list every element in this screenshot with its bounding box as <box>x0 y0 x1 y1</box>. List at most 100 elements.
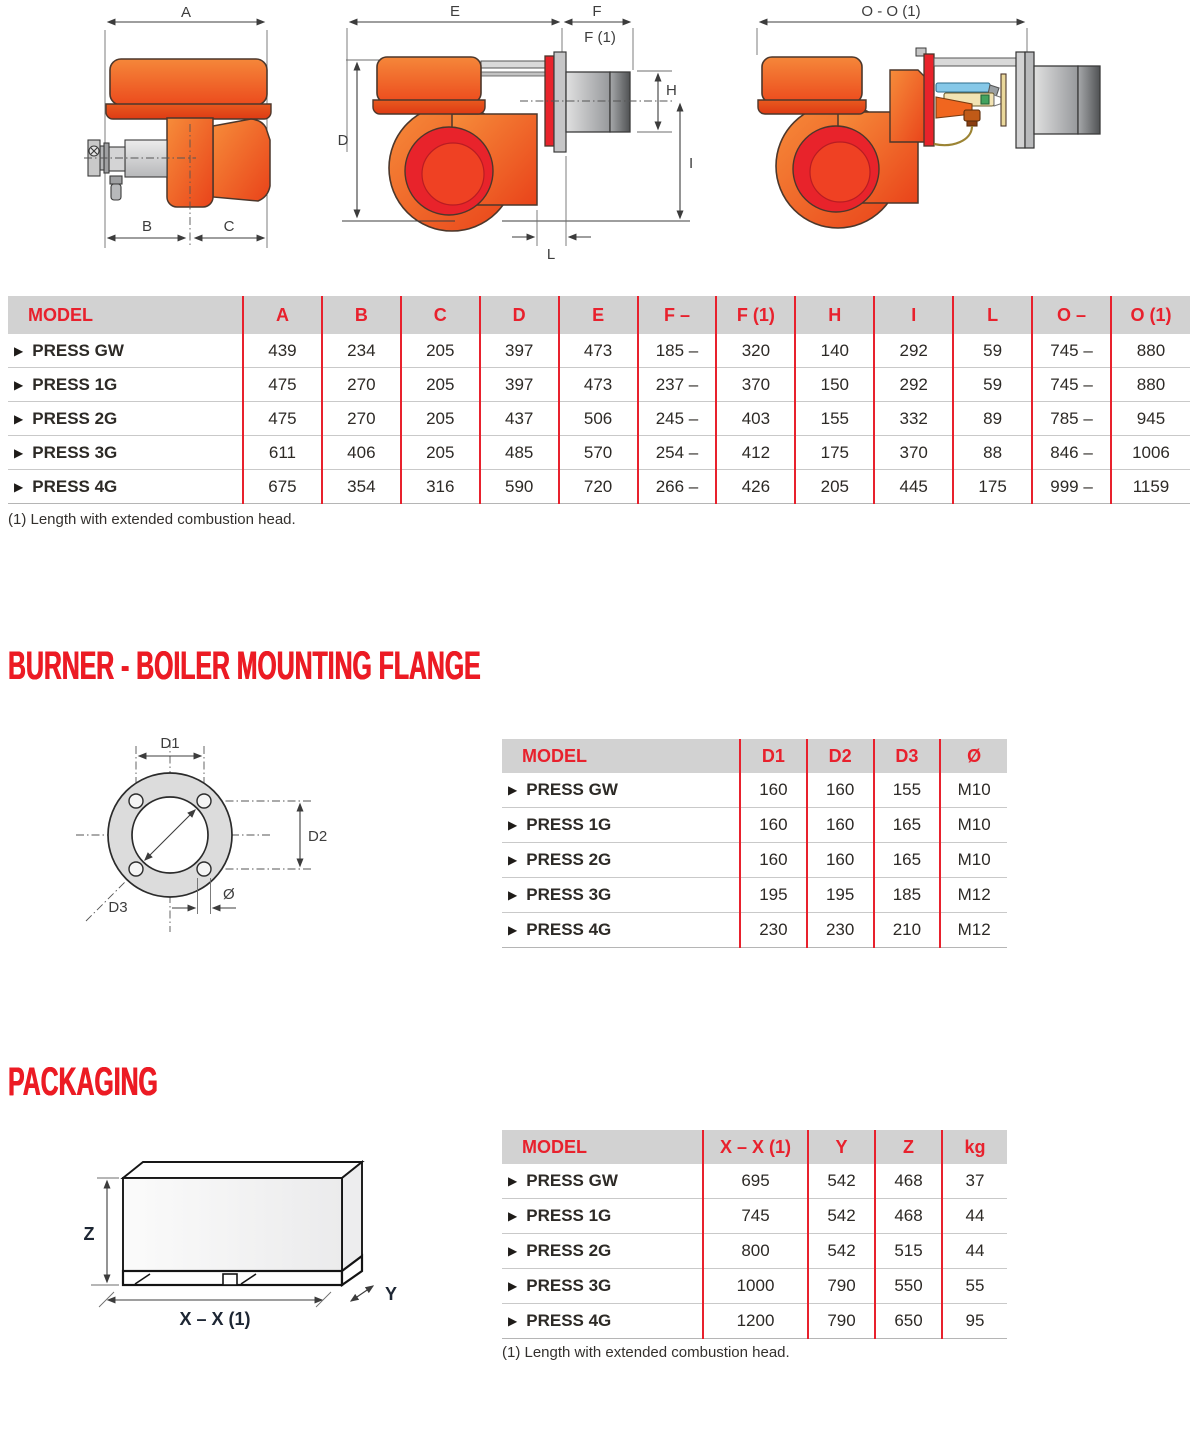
burner-front-graphic <box>84 58 272 246</box>
value-cell: 880 <box>1109 367 1190 402</box>
value-cell: 245 – <box>636 401 717 436</box>
value-cell: 403 <box>715 401 796 436</box>
front-view-drawing: A <box>84 4 272 248</box>
table-row: ▶ PRESS 3G 611 406 205 485 570 254 –412 175 370 88… <box>8 435 1190 470</box>
row-marker-icon: ▶ <box>508 1314 518 1328</box>
model-name: PRESS 2G <box>32 408 118 428</box>
ignition-tube <box>935 82 991 93</box>
row-marker-icon: ▶ <box>508 783 518 797</box>
value-cell: 59 <box>952 334 1033 368</box>
value-cell: 437 <box>478 401 559 436</box>
column-header: A <box>242 296 322 334</box>
dim-label-d2: D2 <box>308 828 327 845</box>
burner-cover <box>761 56 863 104</box>
row-marker-icon: ▶ <box>508 853 518 867</box>
value-cell: 254 – <box>636 435 717 470</box>
burner-cover <box>376 56 482 104</box>
value-cell: 205 <box>399 367 480 402</box>
value-cell: 160 <box>805 773 874 808</box>
column-header: I <box>873 296 954 334</box>
value-cell: 160 <box>739 773 807 808</box>
value-cell: 485 <box>478 435 559 470</box>
value-cell: 790 <box>807 1303 875 1339</box>
dim-label-d: D <box>338 132 349 149</box>
value-cell: 165 <box>872 842 941 878</box>
value-cell: 292 <box>873 367 954 402</box>
value-cell: 1000 <box>702 1268 808 1304</box>
table-row: ▶ PRESS 2G 160 160 165 M10 <box>502 842 1007 878</box>
dim-label-e: E <box>450 3 460 20</box>
value-cell: 266 – <box>636 469 717 504</box>
value-cell: 160 <box>805 807 874 843</box>
burner-cover <box>109 58 268 106</box>
dimensions-table: MODEL A B C D E F – F (1) H I L O – O (1) ▶ PRESS GW 4… <box>8 296 1190 504</box>
value-cell: 210 <box>872 912 941 948</box>
model-name: PRESS GW <box>526 1171 618 1190</box>
model-cell: ▶ PRESS 3G <box>502 1268 703 1304</box>
value-cell: 675 <box>242 469 322 504</box>
column-header: X – X (1) <box>702 1130 808 1164</box>
value-cell: 650 <box>874 1303 942 1339</box>
drain-nipple <box>110 183 122 201</box>
column-header: D2 <box>805 739 874 773</box>
value-cell: 611 <box>242 435 322 470</box>
value-cell: 160 <box>805 842 874 878</box>
slide-bar <box>480 60 548 69</box>
value-cell: 160 <box>739 807 807 843</box>
dim-label-diameter: Ø <box>223 886 235 903</box>
value-cell: 439 <box>242 334 322 368</box>
value-cell: 185 <box>872 877 941 913</box>
value-cell: 175 <box>952 469 1033 504</box>
column-header: O – <box>1031 296 1111 334</box>
row-marker-icon: ▶ <box>14 343 24 358</box>
model-name: PRESS 1G <box>526 1206 612 1225</box>
dim-label-b: B <box>142 218 152 235</box>
value-cell: 234 <box>320 334 401 368</box>
table-row: ▶ PRESS 3G 1000 790 550 55 <box>502 1268 1007 1304</box>
bolt-holes <box>128 793 212 877</box>
value-cell: 945 <box>1109 401 1190 436</box>
section-heading-flange: BURNER - BOILER MOUNTING FLANGE <box>8 644 481 688</box>
row-marker-icon: ▶ <box>508 1244 518 1258</box>
model-cell: ▶ PRESS 3G <box>8 435 243 470</box>
cover-lip <box>105 103 272 120</box>
value-cell: 515 <box>874 1233 942 1269</box>
value-cell: 542 <box>807 1198 875 1234</box>
value-cell: 89 <box>952 401 1033 436</box>
model-name: PRESS 4G <box>526 920 612 939</box>
dim-label-f1: F (1) <box>584 29 616 46</box>
value-cell: 745 <box>702 1198 808 1234</box>
value-cell: 475 <box>242 401 322 436</box>
model-cell: ▶ PRESS 4G <box>502 912 740 948</box>
model-name: PRESS 1G <box>526 815 612 834</box>
value-cell: 195 <box>739 877 807 913</box>
dim-label-f: F <box>592 3 601 20</box>
dim-label-oo1: O - O (1) <box>861 3 920 20</box>
column-header: MODEL <box>8 296 243 334</box>
dim-label-i: I <box>689 155 693 172</box>
value-cell: 332 <box>873 401 954 436</box>
table-row: ▶ PRESS 1G 745 542 468 44 <box>502 1198 1007 1234</box>
value-cell: 205 <box>399 435 480 470</box>
column-header: MODEL <box>502 1130 703 1164</box>
blast-tube <box>1033 65 1079 135</box>
model-name: PRESS GW <box>526 780 618 799</box>
model-name: PRESS 3G <box>32 442 118 462</box>
flange-drawing: D1 D2 D3 Ø <box>60 714 380 949</box>
burner-flange <box>923 53 935 147</box>
column-header: MODEL <box>502 739 740 773</box>
model-cell: ▶ PRESS 1G <box>502 1198 703 1234</box>
value-cell: M10 <box>939 773 1007 808</box>
value-cell: 880 <box>1109 334 1190 368</box>
row-marker-icon: ▶ <box>508 1279 518 1293</box>
model-cell: ▶ PRESS 1G <box>502 807 740 843</box>
table-row: ▶ PRESS 4G 230 230 210 M12 <box>502 912 1007 948</box>
model-cell: ▶ PRESS GW <box>502 1164 703 1199</box>
section-heading-packaging: PACKAGING <box>8 1060 158 1104</box>
value-cell: 542 <box>807 1164 875 1199</box>
value-cell: 320 <box>715 334 796 368</box>
connector <box>963 109 981 122</box>
table-row: ▶ PRESS 2G 475 270 205 437 506 245 –403 155 332 89… <box>8 401 1190 436</box>
value-cell: 316 <box>399 469 480 504</box>
